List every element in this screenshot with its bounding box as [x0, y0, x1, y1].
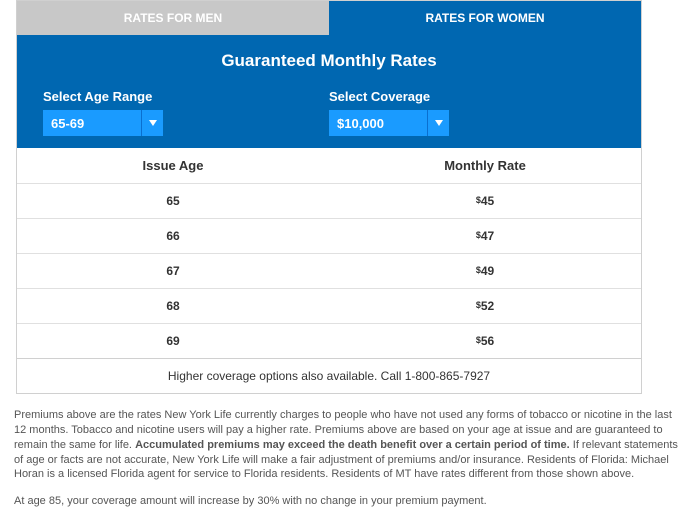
table-row: 66$47 — [17, 219, 641, 254]
coverage-select-label: Select Coverage — [329, 89, 615, 104]
col-header-rate: Monthly Rate — [329, 148, 641, 184]
disclaimer-p2: At age 85, your coverage amount will inc… — [14, 494, 682, 509]
cell-rate: $49 — [329, 254, 641, 289]
rates-table: Issue Age Monthly Rate 65$4566$4767$4968… — [17, 148, 641, 358]
cell-age: 67 — [17, 254, 329, 289]
table-footer-text: Higher coverage options also available. … — [17, 358, 641, 393]
selection-panel: Guaranteed Monthly Rates Select Age Rang… — [17, 35, 641, 148]
coverage-select-col: Select Coverage $10,000 — [329, 89, 615, 136]
rates-widget: RATES FOR MEN RATES FOR WOMEN Guaranteed… — [16, 0, 642, 394]
cell-age: 68 — [17, 289, 329, 324]
age-range-value: 65-69 — [51, 116, 84, 131]
cell-rate: $47 — [329, 219, 641, 254]
table-row: 65$45 — [17, 184, 641, 219]
table-row: 68$52 — [17, 289, 641, 324]
col-header-age: Issue Age — [17, 148, 329, 184]
tabs-bar: RATES FOR MEN RATES FOR WOMEN — [17, 1, 641, 35]
disclaimer-p1: Premiums above are the rates New York Li… — [14, 408, 682, 482]
tab-men[interactable]: RATES FOR MEN — [17, 1, 329, 35]
chevron-down-icon — [427, 110, 449, 136]
cell-age: 65 — [17, 184, 329, 219]
cell-rate: $45 — [329, 184, 641, 219]
cell-rate: $52 — [329, 289, 641, 324]
disclaimer-block: Premiums above are the rates New York Li… — [14, 408, 682, 509]
coverage-dropdown[interactable]: $10,000 — [329, 110, 449, 136]
age-select-col: Select Age Range 65-69 — [43, 89, 329, 136]
cell-age: 69 — [17, 324, 329, 359]
cell-age: 66 — [17, 219, 329, 254]
panel-title: Guaranteed Monthly Rates — [43, 51, 615, 71]
cell-rate: $56 — [329, 324, 641, 359]
chevron-down-icon — [141, 110, 163, 136]
age-select-label: Select Age Range — [43, 89, 329, 104]
tab-women[interactable]: RATES FOR WOMEN — [329, 1, 641, 35]
coverage-value: $10,000 — [337, 116, 384, 131]
table-row: 69$56 — [17, 324, 641, 359]
selects-row: Select Age Range 65-69 Select Coverage $… — [43, 89, 615, 136]
age-range-dropdown[interactable]: 65-69 — [43, 110, 163, 136]
table-row: 67$49 — [17, 254, 641, 289]
